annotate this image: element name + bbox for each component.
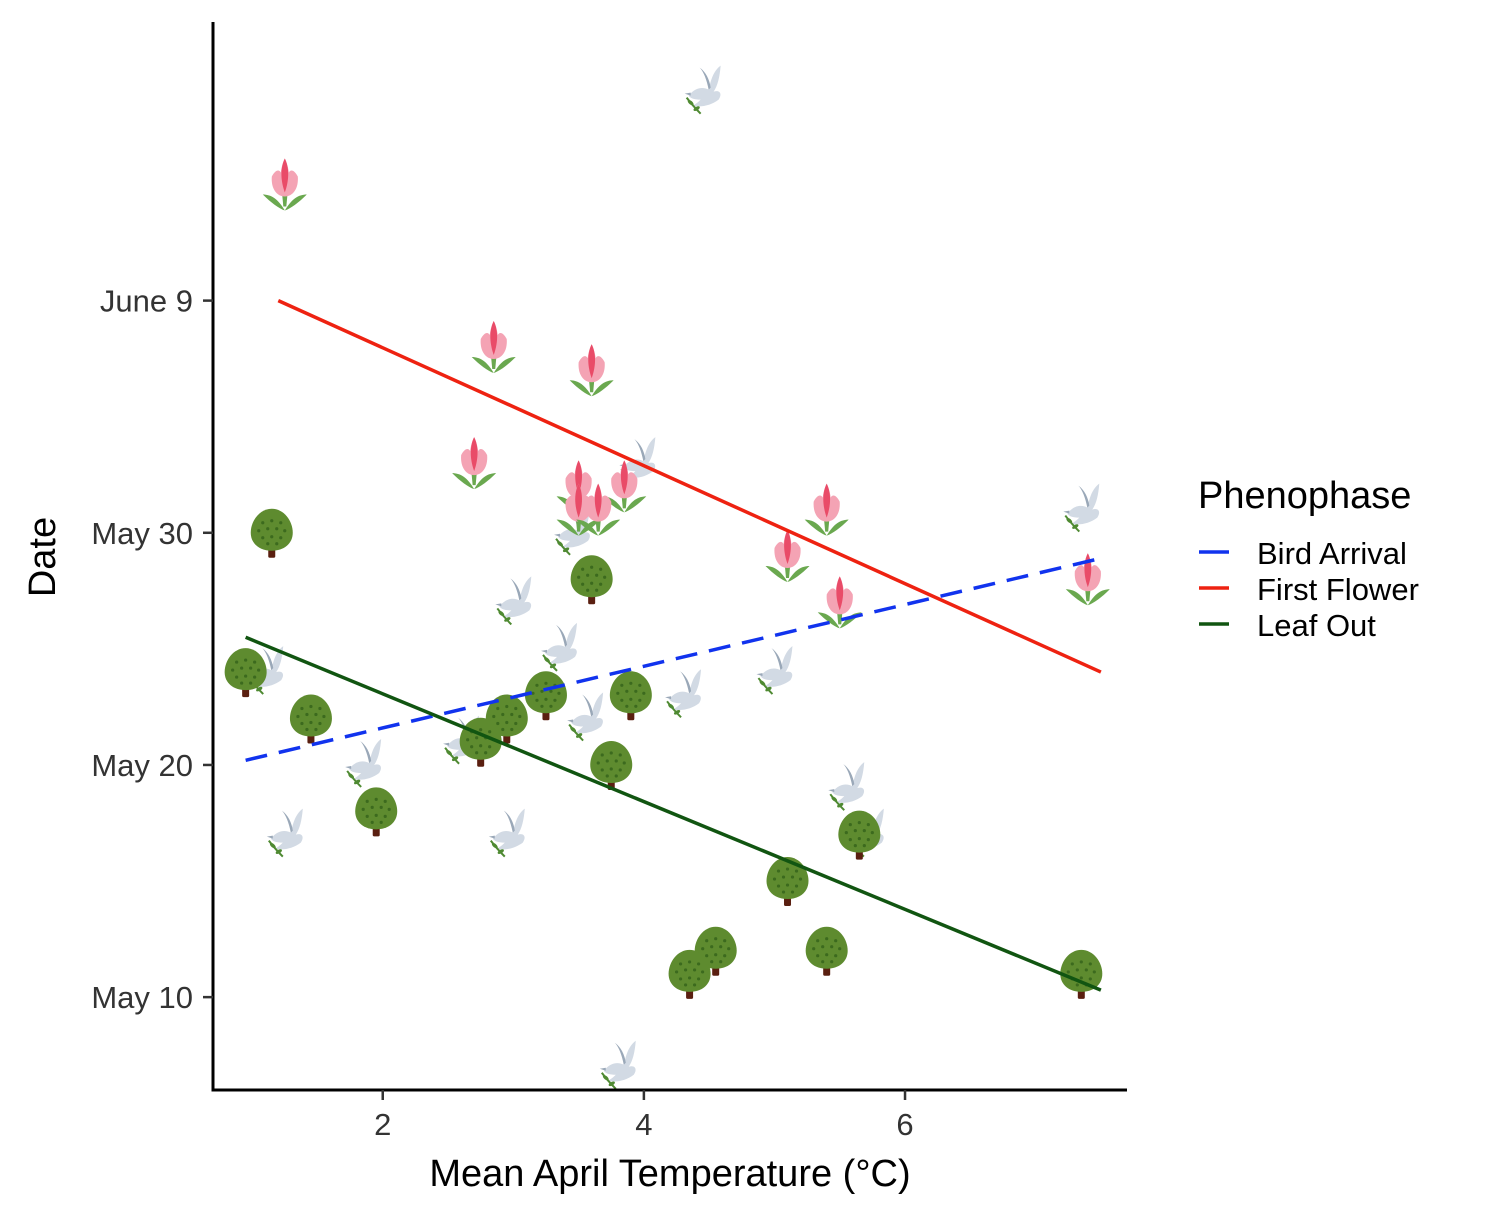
tree-point-icon [570, 555, 613, 605]
tree-point-icon [250, 508, 293, 558]
y-tick-label: May 30 [91, 516, 193, 551]
bird-point-icon [1062, 482, 1101, 533]
tree-point-icon [668, 949, 711, 999]
bird-point-icon [487, 807, 526, 858]
bird-point-icon [344, 737, 383, 788]
tree-point-icon [524, 671, 567, 721]
tree-point-icon [805, 926, 848, 976]
bird-point-icon [494, 575, 533, 626]
tulip-point-icon [452, 437, 497, 490]
y-tick-label: May 10 [91, 980, 193, 1015]
legend-label: Bird Arrival [1257, 536, 1407, 571]
tree-point-icon [355, 787, 398, 837]
bird-point-icon [664, 668, 703, 719]
tree-point-icon [289, 694, 332, 744]
y-axis-ticks: May 10 May 20 May 30 June 9 [91, 284, 213, 1015]
x-axis-title: Mean April Temperature (°C) [429, 1153, 910, 1195]
trend-lines [244, 299, 1102, 992]
bird-point-icon [540, 621, 579, 672]
trend-line-bird-arrival [245, 556, 1102, 763]
bird-point-icon [265, 807, 304, 858]
tree-point-icon [766, 857, 809, 907]
tree-point-icon [609, 671, 652, 721]
y-axis-title: Date [22, 517, 64, 597]
y-tick-label: May 20 [91, 748, 193, 783]
tulip-point-icon [471, 321, 516, 374]
tree-point-icon [459, 717, 502, 767]
y-tick-label: June 9 [100, 284, 193, 319]
bird-point-icon [566, 691, 605, 742]
x-tick-label: 4 [635, 1107, 652, 1142]
x-tick-label: 2 [374, 1107, 391, 1142]
series-first-flower [262, 158, 1110, 629]
trend-line-first-flower [277, 299, 1102, 674]
tulip-point-icon [262, 158, 307, 211]
bird-point-icon [755, 645, 794, 696]
data-points [224, 64, 1110, 1090]
tulip-point-icon [817, 576, 862, 629]
legend-label: First Flower [1257, 572, 1419, 607]
legend-title: Phenophase [1198, 475, 1411, 517]
x-tick-label: 6 [896, 1107, 913, 1142]
legend-label: Leaf Out [1257, 608, 1376, 643]
bird-point-icon [598, 1039, 637, 1090]
bird-point-icon [683, 64, 722, 115]
trend-line-leaf-out [244, 635, 1102, 992]
bird-point-icon [827, 761, 866, 812]
tulip-point-icon [569, 344, 614, 397]
series-leaf-out [224, 508, 1103, 999]
tree-point-icon [838, 810, 881, 860]
x-axis-ticks: 2 4 6 [374, 1090, 914, 1142]
tulip-point-icon [804, 483, 849, 536]
